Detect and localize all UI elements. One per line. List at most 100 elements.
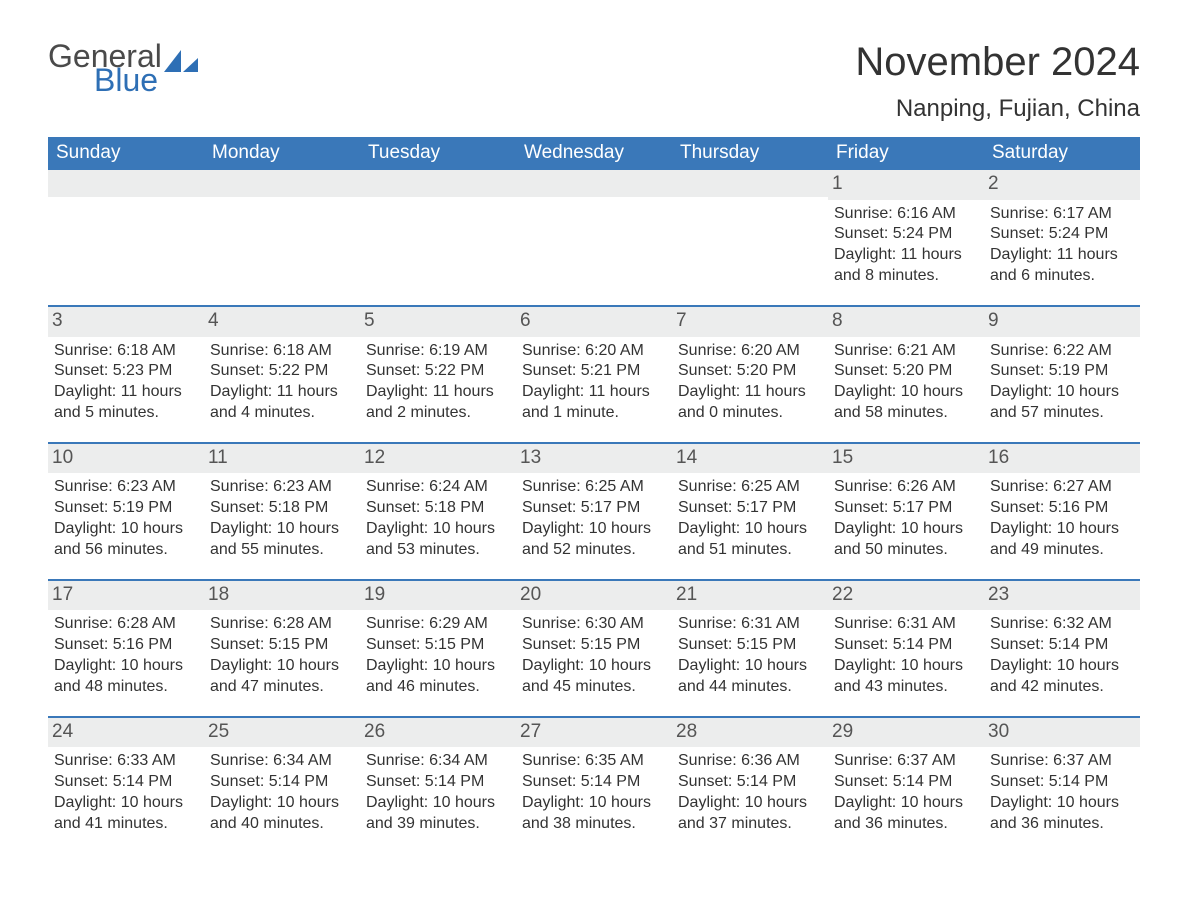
- month-title: November 2024: [855, 40, 1140, 85]
- sunrise-text: Sunrise: 6:22 AM: [990, 341, 1134, 362]
- day-cell: 10Sunrise: 6:23 AMSunset: 5:19 PMDayligh…: [48, 444, 204, 569]
- week-row: 1Sunrise: 6:16 AMSunset: 5:24 PMDaylight…: [48, 170, 1140, 295]
- week-row: 17Sunrise: 6:28 AMSunset: 5:16 PMDayligh…: [48, 579, 1140, 706]
- sunset-text: Sunset: 5:15 PM: [522, 635, 666, 656]
- day-cell: 20Sunrise: 6:30 AMSunset: 5:15 PMDayligh…: [516, 581, 672, 706]
- day-number: 26: [360, 718, 516, 748]
- day-number: 5: [360, 307, 516, 337]
- sunrise-text: Sunrise: 6:31 AM: [678, 614, 822, 635]
- daylight-text: Daylight: 10 hours and 51 minutes.: [678, 519, 822, 561]
- daylight-text: Daylight: 10 hours and 36 minutes.: [990, 793, 1134, 835]
- daylight-text: Daylight: 10 hours and 36 minutes.: [834, 793, 978, 835]
- sunset-text: Sunset: 5:19 PM: [54, 498, 198, 519]
- day-number: 17: [48, 581, 204, 611]
- sunrise-text: Sunrise: 6:16 AM: [834, 204, 978, 225]
- sunset-text: Sunset: 5:16 PM: [54, 635, 198, 656]
- day-number: 9: [984, 307, 1140, 337]
- page-header: General Blue November 2024 Nanping, Fuji…: [48, 40, 1140, 123]
- sunset-text: Sunset: 5:18 PM: [210, 498, 354, 519]
- day-cell: 2Sunrise: 6:17 AMSunset: 5:24 PMDaylight…: [984, 170, 1140, 295]
- sunset-text: Sunset: 5:14 PM: [522, 772, 666, 793]
- daylight-text: Daylight: 10 hours and 53 minutes.: [366, 519, 510, 561]
- day-number: 21: [672, 581, 828, 611]
- day-cell: 22Sunrise: 6:31 AMSunset: 5:14 PMDayligh…: [828, 581, 984, 706]
- calendar-page: General Blue November 2024 Nanping, Fuji…: [0, 0, 1188, 918]
- day-number: 2: [984, 170, 1140, 200]
- week-row: 3Sunrise: 6:18 AMSunset: 5:23 PMDaylight…: [48, 305, 1140, 432]
- sunrise-text: Sunrise: 6:30 AM: [522, 614, 666, 635]
- day-cell: 28Sunrise: 6:36 AMSunset: 5:14 PMDayligh…: [672, 718, 828, 843]
- day-cell: 30Sunrise: 6:37 AMSunset: 5:14 PMDayligh…: [984, 718, 1140, 843]
- day-number: 11: [204, 444, 360, 474]
- sunset-text: Sunset: 5:17 PM: [834, 498, 978, 519]
- daylight-text: Daylight: 10 hours and 52 minutes.: [522, 519, 666, 561]
- day-cell: 15Sunrise: 6:26 AMSunset: 5:17 PMDayligh…: [828, 444, 984, 569]
- week-row: 24Sunrise: 6:33 AMSunset: 5:14 PMDayligh…: [48, 716, 1140, 843]
- daylight-text: Daylight: 10 hours and 37 minutes.: [678, 793, 822, 835]
- sunset-text: Sunset: 5:19 PM: [990, 361, 1134, 382]
- day-number: 25: [204, 718, 360, 748]
- day-number: 29: [828, 718, 984, 748]
- day-cell: 8Sunrise: 6:21 AMSunset: 5:20 PMDaylight…: [828, 307, 984, 432]
- day-number: 7: [672, 307, 828, 337]
- day-cell: [48, 170, 204, 295]
- day-number: 27: [516, 718, 672, 748]
- day-number: [204, 170, 360, 197]
- daylight-text: Daylight: 11 hours and 8 minutes.: [834, 245, 978, 287]
- day-number: 12: [360, 444, 516, 474]
- sunrise-text: Sunrise: 6:37 AM: [990, 751, 1134, 772]
- sunset-text: Sunset: 5:22 PM: [210, 361, 354, 382]
- dayhead-wednesday: Wednesday: [516, 137, 672, 170]
- daylight-text: Daylight: 10 hours and 57 minutes.: [990, 382, 1134, 424]
- daylight-text: Daylight: 10 hours and 45 minutes.: [522, 656, 666, 698]
- sunset-text: Sunset: 5:24 PM: [990, 224, 1134, 245]
- day-cell: 25Sunrise: 6:34 AMSunset: 5:14 PMDayligh…: [204, 718, 360, 843]
- day-cell: [360, 170, 516, 295]
- sunset-text: Sunset: 5:15 PM: [210, 635, 354, 656]
- sunrise-text: Sunrise: 6:32 AM: [990, 614, 1134, 635]
- sunset-text: Sunset: 5:14 PM: [54, 772, 198, 793]
- day-cell: [672, 170, 828, 295]
- daylight-text: Daylight: 10 hours and 42 minutes.: [990, 656, 1134, 698]
- location-label: Nanping, Fujian, China: [855, 95, 1140, 123]
- daylight-text: Daylight: 11 hours and 0 minutes.: [678, 382, 822, 424]
- sunset-text: Sunset: 5:24 PM: [834, 224, 978, 245]
- day-cell: 27Sunrise: 6:35 AMSunset: 5:14 PMDayligh…: [516, 718, 672, 843]
- sunset-text: Sunset: 5:17 PM: [522, 498, 666, 519]
- sunrise-text: Sunrise: 6:20 AM: [522, 341, 666, 362]
- day-cell: 26Sunrise: 6:34 AMSunset: 5:14 PMDayligh…: [360, 718, 516, 843]
- day-number: [672, 170, 828, 197]
- daylight-text: Daylight: 10 hours and 44 minutes.: [678, 656, 822, 698]
- dayhead-saturday: Saturday: [984, 137, 1140, 170]
- daylight-text: Daylight: 10 hours and 47 minutes.: [210, 656, 354, 698]
- sunrise-text: Sunrise: 6:37 AM: [834, 751, 978, 772]
- sunset-text: Sunset: 5:23 PM: [54, 361, 198, 382]
- day-number: 4: [204, 307, 360, 337]
- day-number: 16: [984, 444, 1140, 474]
- day-number: 30: [984, 718, 1140, 748]
- day-cell: 7Sunrise: 6:20 AMSunset: 5:20 PMDaylight…: [672, 307, 828, 432]
- day-cell: 4Sunrise: 6:18 AMSunset: 5:22 PMDaylight…: [204, 307, 360, 432]
- daylight-text: Daylight: 10 hours and 39 minutes.: [366, 793, 510, 835]
- sunset-text: Sunset: 5:20 PM: [678, 361, 822, 382]
- sunrise-text: Sunrise: 6:25 AM: [522, 477, 666, 498]
- daylight-text: Daylight: 10 hours and 56 minutes.: [54, 519, 198, 561]
- daylight-text: Daylight: 10 hours and 41 minutes.: [54, 793, 198, 835]
- day-cell: 16Sunrise: 6:27 AMSunset: 5:16 PMDayligh…: [984, 444, 1140, 569]
- day-cell: 6Sunrise: 6:20 AMSunset: 5:21 PMDaylight…: [516, 307, 672, 432]
- sunset-text: Sunset: 5:14 PM: [834, 635, 978, 656]
- daylight-text: Daylight: 10 hours and 48 minutes.: [54, 656, 198, 698]
- day-cell: 13Sunrise: 6:25 AMSunset: 5:17 PMDayligh…: [516, 444, 672, 569]
- day-cell: 24Sunrise: 6:33 AMSunset: 5:14 PMDayligh…: [48, 718, 204, 843]
- day-cell: 14Sunrise: 6:25 AMSunset: 5:17 PMDayligh…: [672, 444, 828, 569]
- day-cell: 5Sunrise: 6:19 AMSunset: 5:22 PMDaylight…: [360, 307, 516, 432]
- day-cell: 23Sunrise: 6:32 AMSunset: 5:14 PMDayligh…: [984, 581, 1140, 706]
- day-number: 10: [48, 444, 204, 474]
- week-row: 10Sunrise: 6:23 AMSunset: 5:19 PMDayligh…: [48, 442, 1140, 569]
- sunrise-text: Sunrise: 6:21 AM: [834, 341, 978, 362]
- day-cell: 12Sunrise: 6:24 AMSunset: 5:18 PMDayligh…: [360, 444, 516, 569]
- day-number: 23: [984, 581, 1140, 611]
- sunset-text: Sunset: 5:17 PM: [678, 498, 822, 519]
- day-cell: 11Sunrise: 6:23 AMSunset: 5:18 PMDayligh…: [204, 444, 360, 569]
- daylight-text: Daylight: 10 hours and 38 minutes.: [522, 793, 666, 835]
